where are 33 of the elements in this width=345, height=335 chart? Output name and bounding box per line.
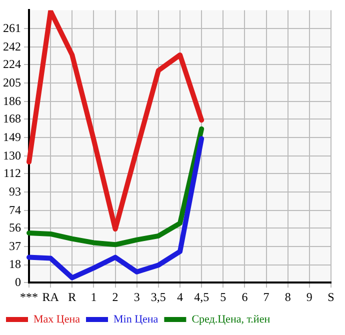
y-tick-label: 205 (3, 75, 21, 90)
x-tick-label: 5 (220, 290, 226, 304)
y-tick-label: 224 (3, 56, 21, 71)
y-tick-label: 74 (9, 202, 21, 217)
x-tick-label: 4,5 (194, 290, 210, 304)
legend-label: Сред.Цена, т.йен (192, 313, 270, 326)
x-tick-label: R (68, 290, 76, 304)
x-tick-label: S (328, 290, 334, 304)
x-tick-label: 4 (177, 290, 183, 304)
y-tick-label: 130 (3, 148, 21, 162)
y-tick-label: 149 (3, 130, 21, 144)
y-tick-label: 93 (9, 184, 21, 198)
y-tick-label: 37 (9, 238, 21, 253)
x-tick-label: 8 (284, 290, 291, 304)
x-tick-label: 9 (306, 290, 312, 304)
x-tick-label: 3,5 (150, 290, 166, 304)
x-tick-label: *** (20, 290, 38, 304)
x-tick-label: 2 (112, 290, 118, 304)
y-tick-label: 261 (3, 20, 21, 35)
y-tick-label: 18 (9, 257, 21, 272)
x-tick-label: 7 (263, 290, 270, 304)
y-tick-label: 56 (9, 220, 21, 234)
y-tick-label: 168 (3, 111, 21, 126)
y-tick-label: 242 (3, 39, 21, 54)
x-tick-label: 1 (90, 290, 97, 304)
x-tick-label: RA (42, 290, 60, 304)
x-tick-label: 6 (242, 290, 248, 304)
x-tick-label: 3 (134, 290, 140, 304)
y-tick-label: 186 (3, 94, 21, 108)
y-tick-label: 112 (3, 166, 21, 180)
y-tick-label: 0 (15, 274, 21, 289)
legend-label: Min Цена (114, 313, 158, 326)
legend-label: Max Цена (34, 313, 80, 326)
